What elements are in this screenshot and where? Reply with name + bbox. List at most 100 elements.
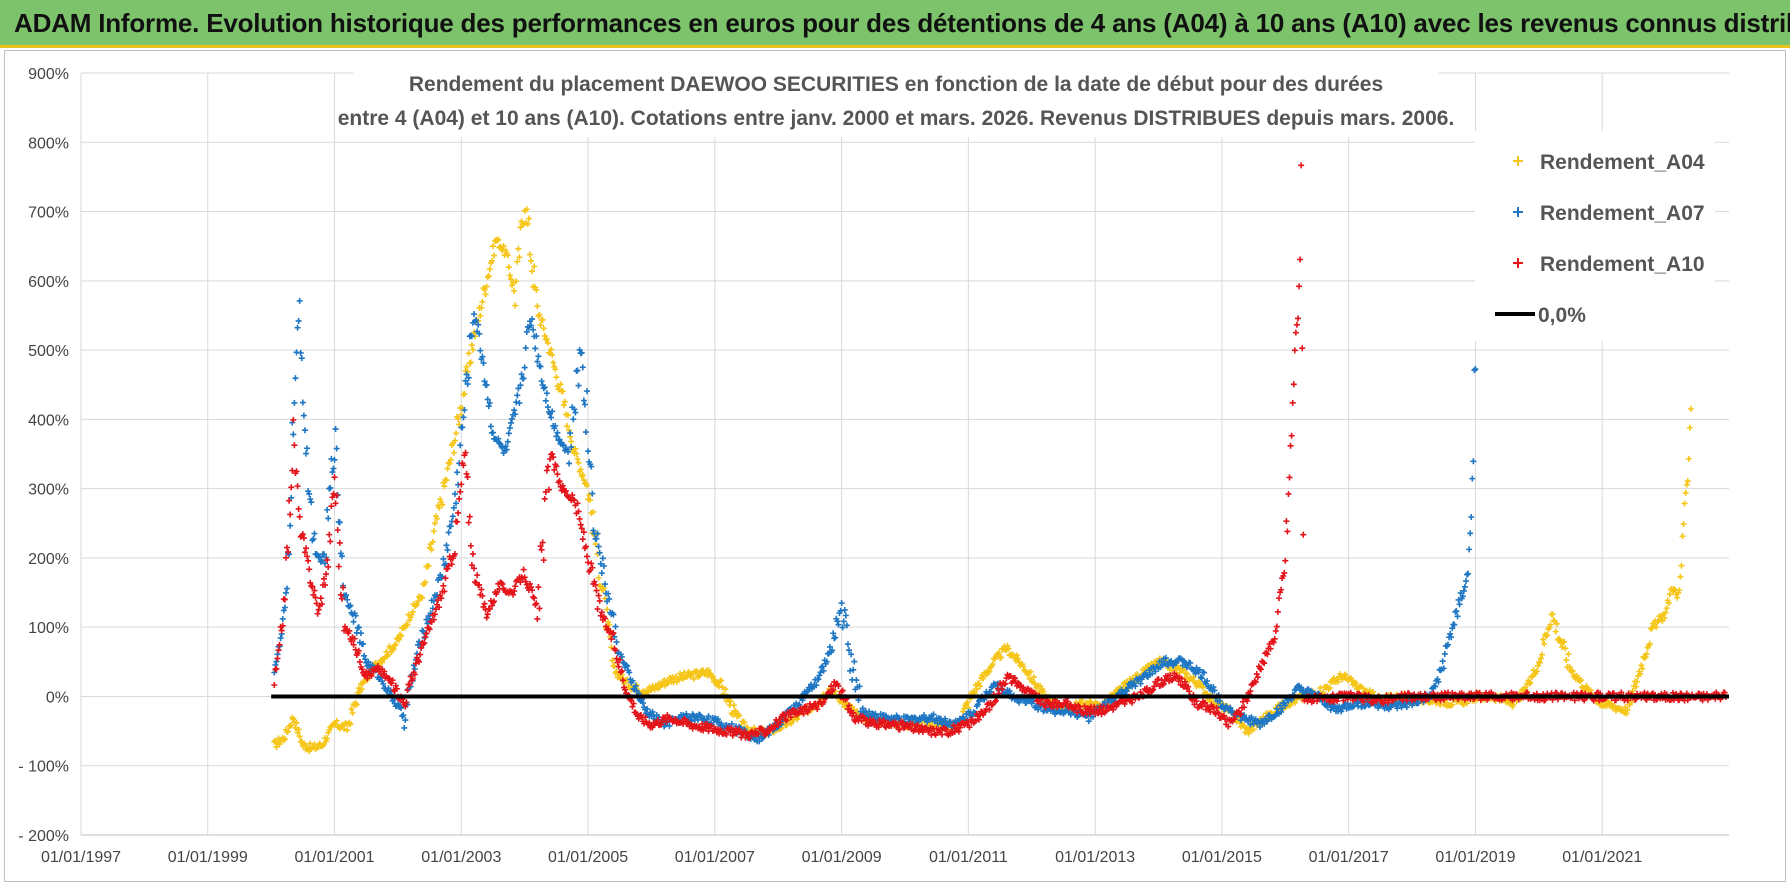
- data-point: [605, 590, 612, 597]
- data-point: [1273, 623, 1280, 630]
- data-point: [574, 367, 581, 374]
- data-point: [431, 520, 438, 527]
- data-point: [293, 719, 300, 726]
- data-point: [435, 597, 442, 604]
- data-point: [601, 615, 608, 622]
- data-point: [296, 297, 303, 304]
- data-point: [393, 685, 400, 692]
- data-point: [736, 726, 743, 733]
- data-point: [530, 326, 537, 333]
- data-point: [1264, 718, 1271, 725]
- data-point: [1171, 670, 1178, 677]
- data-point: [1214, 709, 1221, 716]
- data-point: [426, 615, 433, 622]
- data-point: [498, 580, 505, 587]
- data-point: [1556, 637, 1563, 644]
- data-point: [481, 600, 488, 607]
- data-point: [529, 316, 536, 323]
- data-point: [1159, 681, 1166, 688]
- data-point: [359, 666, 366, 673]
- data-point: [1624, 706, 1631, 713]
- data-point: [1081, 703, 1088, 710]
- data-point: [598, 609, 605, 616]
- data-point: [295, 505, 302, 512]
- data-point: [532, 345, 539, 352]
- data-point: [565, 448, 572, 455]
- data-point: [1439, 658, 1446, 665]
- data-point: [591, 578, 598, 585]
- data-point: [1274, 608, 1281, 615]
- data-point: [403, 699, 410, 706]
- data-point: [364, 675, 371, 682]
- data-point: [1543, 632, 1550, 639]
- data-point: [960, 708, 967, 715]
- data-point: [330, 490, 337, 497]
- data-point: [541, 332, 548, 339]
- data-point: [1569, 667, 1576, 674]
- data-point: [1559, 644, 1566, 651]
- data-point: [974, 701, 981, 708]
- data-point: [1460, 701, 1467, 708]
- series-Rendement_A07: [271, 297, 1479, 745]
- data-point: [392, 682, 399, 689]
- data-point: [584, 482, 591, 489]
- data-point: [326, 531, 333, 538]
- data-point: [606, 621, 613, 628]
- x-tick-label: 01/01/2019: [1435, 849, 1515, 866]
- data-point: [294, 324, 301, 331]
- data-point: [447, 523, 454, 530]
- legend-marker-Rendement_A04: [1513, 156, 1523, 166]
- data-point: [1537, 655, 1544, 662]
- data-point: [422, 579, 429, 586]
- data-point: [416, 658, 423, 665]
- data-point: [1291, 347, 1298, 354]
- data-point: [820, 699, 827, 706]
- data-point: [293, 468, 300, 475]
- data-point: [972, 718, 979, 725]
- data-point: [1373, 698, 1380, 705]
- data-point: [324, 556, 331, 563]
- chart-title-line: entre 4 (A04) et 10 ans (A10). Cotations…: [338, 107, 1455, 130]
- data-point: [1028, 678, 1035, 685]
- data-point: [385, 651, 392, 658]
- data-point: [1271, 713, 1278, 720]
- data-point: [414, 598, 421, 605]
- data-point: [301, 549, 308, 556]
- data-point: [985, 667, 992, 674]
- data-point: [851, 658, 858, 665]
- data-point: [294, 729, 301, 736]
- data-point: [1335, 678, 1342, 685]
- data-point: [299, 531, 306, 538]
- data-point: [1634, 678, 1641, 685]
- data-point: [456, 495, 463, 502]
- data-point: [841, 606, 848, 613]
- data-point: [834, 618, 841, 625]
- data-point: [528, 257, 535, 264]
- data-point: [520, 566, 527, 573]
- data-point: [481, 378, 488, 385]
- data-point: [1456, 601, 1463, 608]
- data-point: [416, 638, 423, 645]
- data-point: [333, 492, 340, 499]
- data-point: [843, 622, 850, 629]
- data-point: [353, 701, 360, 708]
- data-point: [1237, 711, 1244, 718]
- data-point: [1254, 674, 1261, 681]
- data-point: [1464, 700, 1471, 707]
- legend-marker-Rendement_A10: [1513, 258, 1523, 268]
- data-point: [307, 496, 314, 503]
- data-point: [522, 344, 529, 351]
- data-point: [1215, 710, 1222, 717]
- data-point: [463, 371, 470, 378]
- data-point: [543, 467, 550, 474]
- data-point: [899, 719, 906, 726]
- data-point: [1552, 628, 1559, 635]
- data-point: [578, 473, 585, 480]
- data-point: [1467, 530, 1474, 537]
- data-point: [1291, 699, 1298, 706]
- data-point: [488, 602, 495, 609]
- data-point: [285, 548, 292, 555]
- data-point: [409, 675, 416, 682]
- data-point: [802, 703, 809, 710]
- data-point: [1432, 683, 1439, 690]
